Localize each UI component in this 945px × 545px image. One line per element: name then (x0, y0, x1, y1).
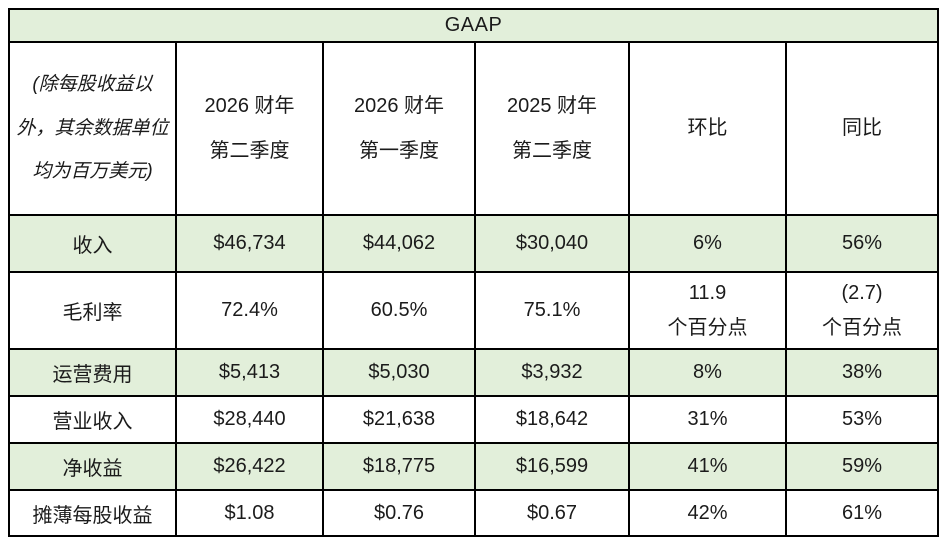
row-label: 摊薄每股收益 (8, 489, 177, 537)
cell-value: 6% (628, 214, 787, 273)
column-header-yoy: 同比 (784, 41, 940, 216)
cell-value: $1.08 (175, 489, 324, 537)
cell-value: 61% (784, 489, 940, 537)
table-row-operating-income: 营业收入 $28,440 $21,638 $18,642 31% 53% (8, 395, 940, 444)
cell-value: 8% (628, 348, 787, 397)
column-header-fy2026-q2: 2026 财年 第二季度 (175, 41, 324, 216)
row-label: 运营费用 (8, 348, 177, 397)
row-label: 收入 (8, 214, 177, 273)
cell-value: 59% (784, 442, 940, 491)
column-header-qoq: 环比 (628, 41, 787, 216)
cell-value: $28,440 (175, 395, 324, 444)
column-header-fy2026-q1: 2026 财年 第一季度 (322, 41, 476, 216)
table-row-gross-margin: 毛利率 72.4% 60.5% 75.1% 11.9 个百分点 (2.7) 个百… (8, 271, 940, 350)
cell-value: 75.1% (474, 271, 630, 350)
cell-value: 31% (628, 395, 787, 444)
cell-value: 60.5% (322, 271, 476, 350)
cell-value: $26,422 (175, 442, 324, 491)
cell-value: $5,030 (322, 348, 476, 397)
cell-value: $0.67 (474, 489, 630, 537)
gaap-results-table: GAAP (除每股收益以外，其余数据单位均为百万美元) 2026 财年 第二季度… (7, 8, 940, 537)
cell-value: 53% (784, 395, 940, 444)
cell-value: $5,413 (175, 348, 324, 397)
cell-value: $46,734 (175, 214, 324, 273)
cell-value: $16,599 (474, 442, 630, 491)
cell-value: 56% (784, 214, 940, 273)
cell-value: $44,062 (322, 214, 476, 273)
table-title: GAAP (7, 8, 940, 43)
row-label: 净收益 (8, 442, 177, 491)
cell-value: $21,638 (322, 395, 476, 444)
column-header-fy2025-q2: 2025 财年 第二季度 (474, 41, 630, 216)
cell-value: 11.9 个百分点 (628, 271, 787, 350)
cell-value: 38% (784, 348, 940, 397)
cell-value: $0.76 (322, 489, 476, 537)
table-header-row: (除每股收益以外，其余数据单位均为百万美元) 2026 财年 第二季度 2026… (8, 41, 940, 216)
table-row-diluted-eps: 摊薄每股收益 $1.08 $0.76 $0.67 42% 61% (8, 489, 940, 537)
table-title-row: GAAP (7, 8, 940, 43)
table-row-net-income: 净收益 $26,422 $18,775 $16,599 41% 59% (8, 442, 940, 491)
cell-value: (2.7) 个百分点 (784, 271, 940, 350)
cell-value: 42% (628, 489, 787, 537)
cell-value: 41% (628, 442, 787, 491)
cell-value: 72.4% (175, 271, 324, 350)
cell-value: $18,775 (322, 442, 476, 491)
cell-value: $18,642 (474, 395, 630, 444)
table-row-operating-expenses: 运营费用 $5,413 $5,030 $3,932 8% 38% (8, 348, 940, 397)
cell-value: $3,932 (474, 348, 630, 397)
table-row-revenue: 收入 $46,734 $44,062 $30,040 6% 56% (8, 214, 940, 273)
cell-value: $30,040 (474, 214, 630, 273)
units-note: (除每股收益以外，其余数据单位均为百万美元) (8, 41, 177, 216)
row-label: 营业收入 (8, 395, 177, 444)
row-label: 毛利率 (8, 271, 177, 350)
